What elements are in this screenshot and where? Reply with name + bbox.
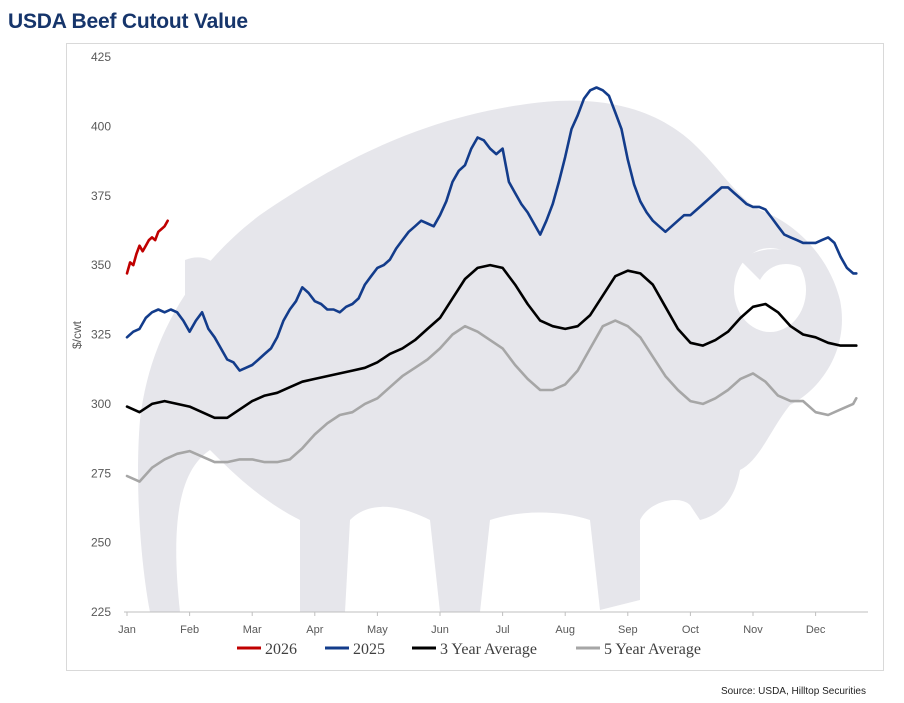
chart-title: USDA Beef Cutout Value (8, 10, 248, 33)
series-lines (125, 86, 858, 483)
legend: 2026 2025 3 Year Average 5 Year Average (237, 641, 701, 658)
series-line-2026 (125, 219, 169, 275)
y-tick-label: 225 (91, 605, 111, 619)
y-tick-label: 375 (91, 189, 111, 203)
x-tick-label: Sep (618, 624, 638, 636)
legend-label: 3 Year Average (440, 641, 537, 658)
x-tick-label: Aug (555, 624, 575, 636)
y-tick-label: 325 (91, 328, 111, 342)
y-tick-label: 400 (91, 119, 111, 133)
y-tick-label: 250 (91, 536, 111, 550)
x-tick-label: May (367, 624, 388, 636)
y-tick-label: 425 (91, 50, 111, 64)
y-tick-label: 300 (91, 397, 111, 411)
plot-frame (66, 43, 884, 671)
x-tick-label: Nov (743, 624, 763, 636)
x-tick-label: Apr (306, 624, 323, 636)
x-tick-label: Jun (431, 624, 449, 636)
y-tick-label: 275 (91, 466, 111, 480)
x-tick-label: Feb (180, 624, 199, 636)
bull-watermark-icon (138, 100, 842, 613)
y-tick-label: 350 (91, 258, 111, 272)
x-tick-label: Dec (806, 624, 826, 636)
x-tick-label: Oct (682, 624, 699, 636)
legend-label: 2025 (353, 641, 385, 658)
series-line-5-year-average (125, 319, 858, 483)
x-tick-label: Jan (118, 624, 136, 636)
series-line-2025 (125, 86, 858, 372)
series-line-3-year-average (125, 263, 858, 420)
x-axis-ticks: Jan Feb Mar Apr May Jun Jul Aug Sep Oct Nov Dec (118, 612, 826, 636)
source-note: Source: USDA, Hilltop Securities (720, 686, 866, 697)
x-tick-label: Mar (243, 624, 262, 636)
legend-label: 2026 (265, 641, 297, 658)
y-axis-ticks: 225 250 275 300 325 350 375 400 425 (91, 50, 111, 619)
legend-label: 5 Year Average (604, 641, 701, 658)
y-axis-label: $/cwt (70, 320, 84, 349)
x-tick-label: Jul (496, 624, 510, 636)
